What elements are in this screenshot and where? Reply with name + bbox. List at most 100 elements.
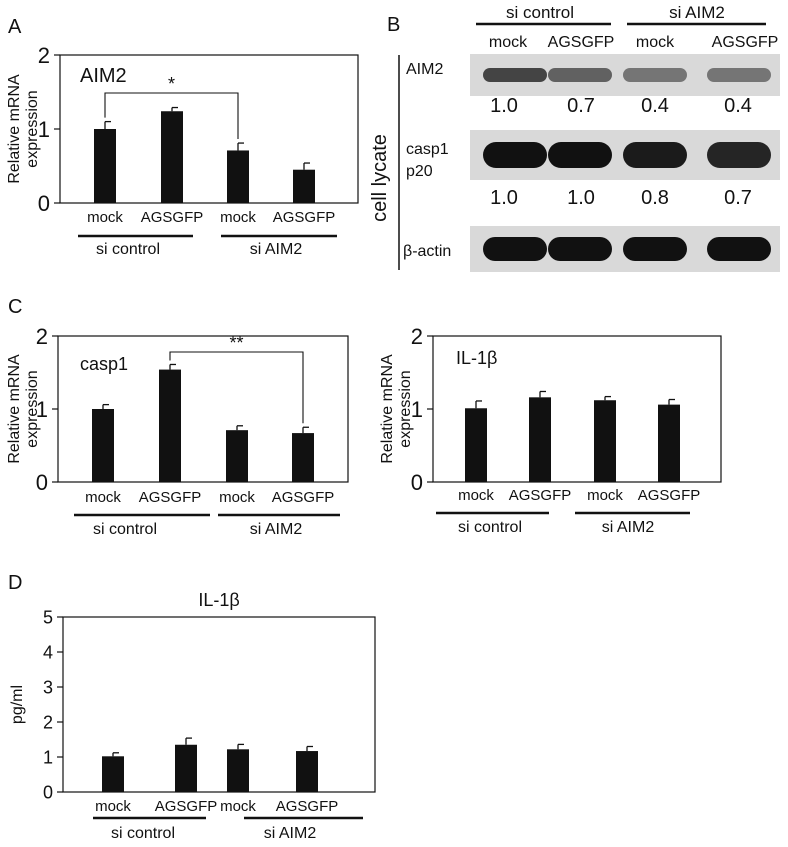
- bar: [293, 169, 315, 203]
- y-tick-label: 2: [43, 712, 53, 732]
- category-label: AGSGFP: [509, 487, 572, 504]
- y-axis-label-line-2: expression: [24, 370, 41, 447]
- y-tick-label: 1: [43, 747, 53, 767]
- bar: [296, 751, 318, 792]
- y-tick-label: 0: [38, 191, 50, 216]
- category-label: mock: [220, 798, 256, 815]
- y-tick-label: 1: [38, 117, 50, 142]
- blot-band: [623, 68, 687, 82]
- y-tick-label: 2: [411, 324, 423, 349]
- blot-quant-value: 1.0: [567, 187, 595, 209]
- category-label: mock: [85, 489, 121, 506]
- bar: [94, 129, 116, 203]
- y-tick-label: 0: [36, 470, 48, 495]
- chart-title: IL-1β: [456, 348, 497, 368]
- blot-band: [707, 68, 771, 82]
- blot-row-label: p20: [406, 163, 433, 180]
- blot-quant-value: 1.0: [490, 95, 518, 117]
- blot-lane-label: AGSGFP: [548, 34, 615, 51]
- blot-band: [707, 237, 771, 261]
- blot-band: [548, 142, 612, 168]
- panel-letter-a: A: [8, 16, 22, 38]
- group-label: si control: [96, 241, 160, 258]
- blot-row-label: casp1: [406, 141, 449, 158]
- bar: [465, 408, 487, 482]
- blot-group-label: si AIM2: [669, 3, 725, 22]
- group-label: si control: [458, 519, 522, 536]
- category-label: mock: [87, 209, 123, 226]
- blot-band: [483, 142, 547, 168]
- y-tick-label: 5: [43, 607, 53, 627]
- y-axis-label: pg/ml: [9, 685, 26, 724]
- category-label: AGSGFP: [141, 209, 204, 226]
- bar: [159, 369, 181, 482]
- chart-a: 0 1 2 Relative mRNAexpression AIM2 mock AGSGFP…: [6, 43, 359, 258]
- y-tick-label: 0: [411, 470, 423, 495]
- significance-bracket: [169, 351, 304, 424]
- y-tick-label: 3: [43, 677, 53, 697]
- y-axis-label: Relative mRNAexpression: [379, 354, 414, 464]
- blot-row-label: β-actin: [403, 243, 451, 260]
- bar: [292, 433, 314, 482]
- bar: [175, 744, 197, 792]
- group-label: si control: [111, 825, 175, 842]
- blot-group-label: si control: [506, 3, 574, 22]
- category-label: mock: [220, 209, 256, 226]
- y-axis-label: Relative mRNAexpression: [6, 354, 41, 464]
- bar: [594, 400, 616, 482]
- y-axis-label: Relative mRNAexpression: [6, 74, 41, 184]
- group-label: si AIM2: [250, 521, 303, 538]
- category-label: mock: [587, 487, 623, 504]
- significance-bracket: [104, 92, 239, 140]
- blot-quant-value: 0.7: [567, 95, 595, 117]
- panel-letter-c: C: [8, 296, 23, 318]
- chart-title: IL-1β: [198, 590, 239, 610]
- panel-letter-b: B: [387, 14, 401, 36]
- blot-lane-label: mock: [489, 34, 528, 51]
- blot-band: [483, 68, 547, 82]
- panel-letter-d: D: [8, 572, 23, 594]
- chart-title: casp1: [80, 354, 128, 374]
- category-label: AGSGFP: [139, 489, 202, 506]
- y-tick-label: 1: [36, 397, 48, 422]
- category-label: mock: [219, 489, 255, 506]
- y-tick-label: 2: [38, 43, 50, 68]
- category-label: AGSGFP: [638, 487, 701, 504]
- y-tick-label: 4: [43, 642, 53, 662]
- group-label: si AIM2: [250, 241, 303, 258]
- bar: [161, 111, 183, 203]
- bar: [227, 150, 249, 203]
- blot-band: [707, 142, 771, 168]
- blot-side-label: cell lycate: [369, 134, 391, 222]
- chart-c2: 0 1 2 Relative mRNAexpression IL-1β mock AGSGF…: [379, 324, 722, 536]
- category-label: mock: [458, 487, 494, 504]
- y-tick-label: 1: [411, 397, 423, 422]
- blot-band: [623, 237, 687, 261]
- category-label: AGSGFP: [272, 489, 335, 506]
- blot-band: [548, 68, 612, 82]
- blot-band: [623, 142, 687, 168]
- category-label: mock: [95, 798, 131, 815]
- bar: [102, 756, 124, 792]
- category-label: AGSGFP: [155, 798, 218, 815]
- group-label: si AIM2: [602, 519, 655, 536]
- bar: [529, 397, 551, 482]
- chart-title: AIM2: [80, 65, 127, 87]
- western-blot: si control si AIM2 mock AGSGFP mock AGSGFP cel…: [369, 3, 780, 272]
- y-axis-label-line-1: Relative mRNA: [6, 74, 23, 184]
- blot-quant-value: 0.4: [641, 95, 669, 117]
- y-axis-label-line-1: Relative mRNA: [379, 354, 396, 464]
- blot-lane-label: mock: [636, 34, 675, 51]
- group-label: si control: [93, 521, 157, 538]
- significance-label: **: [229, 333, 243, 353]
- bar: [658, 404, 680, 482]
- bar: [227, 749, 249, 792]
- plot-frame-d: [62, 616, 376, 793]
- group-label: si AIM2: [264, 825, 317, 842]
- blot-quant-value: 0.8: [641, 187, 669, 209]
- y-tick-label: 2: [36, 324, 48, 349]
- blot-quant-value: 0.7: [724, 187, 752, 209]
- y-tick-label: 0: [43, 782, 53, 802]
